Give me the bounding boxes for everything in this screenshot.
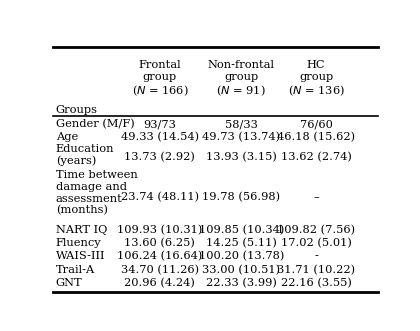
Text: 49.33 (14.54): 49.33 (14.54) — [121, 132, 199, 142]
Text: 13.60 (6.25): 13.60 (6.25) — [124, 238, 195, 248]
Text: Gender (M/F): Gender (M/F) — [56, 119, 134, 129]
Text: 19.78 (56.98): 19.78 (56.98) — [202, 192, 281, 202]
Text: 14.25 (5.11): 14.25 (5.11) — [206, 238, 277, 248]
Text: NART IQ: NART IQ — [56, 225, 107, 235]
Text: 106.24 (16.64): 106.24 (16.64) — [117, 251, 202, 261]
Text: 22.33 (3.99): 22.33 (3.99) — [206, 278, 277, 288]
Text: 93/73: 93/73 — [144, 119, 176, 129]
Text: Non-frontal
group
($N$ = 91): Non-frontal group ($N$ = 91) — [208, 60, 275, 98]
Text: 23.74 (48.11): 23.74 (48.11) — [121, 192, 199, 202]
Text: Age: Age — [56, 132, 78, 142]
Text: 17.02 (5.01): 17.02 (5.01) — [281, 238, 352, 248]
Text: 76/60: 76/60 — [300, 119, 333, 129]
Text: 109.85 (10.34): 109.85 (10.34) — [199, 225, 284, 235]
Text: Frontal
group
($N$ = 166): Frontal group ($N$ = 166) — [131, 60, 188, 98]
Text: 13.62 (2.74): 13.62 (2.74) — [281, 152, 352, 162]
Text: -: - — [314, 252, 318, 261]
Text: 109.93 (10.31): 109.93 (10.31) — [117, 225, 202, 235]
Text: 109.82 (7.56): 109.82 (7.56) — [277, 225, 355, 235]
Text: –: – — [313, 192, 319, 202]
Text: 13.73 (2.92): 13.73 (2.92) — [124, 152, 195, 162]
Text: 34.70 (11.26): 34.70 (11.26) — [121, 264, 199, 275]
Text: Groups: Groups — [56, 105, 98, 115]
Text: 22.16 (3.55): 22.16 (3.55) — [281, 278, 352, 288]
Text: 33.00 (10.51): 33.00 (10.51) — [202, 264, 281, 275]
Text: 13.93 (3.15): 13.93 (3.15) — [206, 152, 277, 162]
Text: Trail-A: Trail-A — [56, 265, 95, 275]
Text: 31.71 (10.22): 31.71 (10.22) — [277, 264, 355, 275]
Text: Education
(years): Education (years) — [56, 144, 114, 166]
Text: 100.20 (13.78): 100.20 (13.78) — [199, 251, 284, 261]
Text: HC
group
($N$ = 136): HC group ($N$ = 136) — [288, 60, 345, 98]
Text: 46.18 (15.62): 46.18 (15.62) — [277, 132, 355, 142]
Text: 49.73 (13.74): 49.73 (13.74) — [202, 132, 281, 142]
Text: Time between
damage and
assessment
(months): Time between damage and assessment (mont… — [56, 170, 137, 215]
Text: GNT: GNT — [56, 278, 82, 288]
Text: Fluency: Fluency — [56, 238, 101, 248]
Text: WAIS-III: WAIS-III — [56, 252, 105, 261]
Text: 58/33: 58/33 — [225, 119, 258, 129]
Text: 20.96 (4.24): 20.96 (4.24) — [124, 278, 195, 288]
